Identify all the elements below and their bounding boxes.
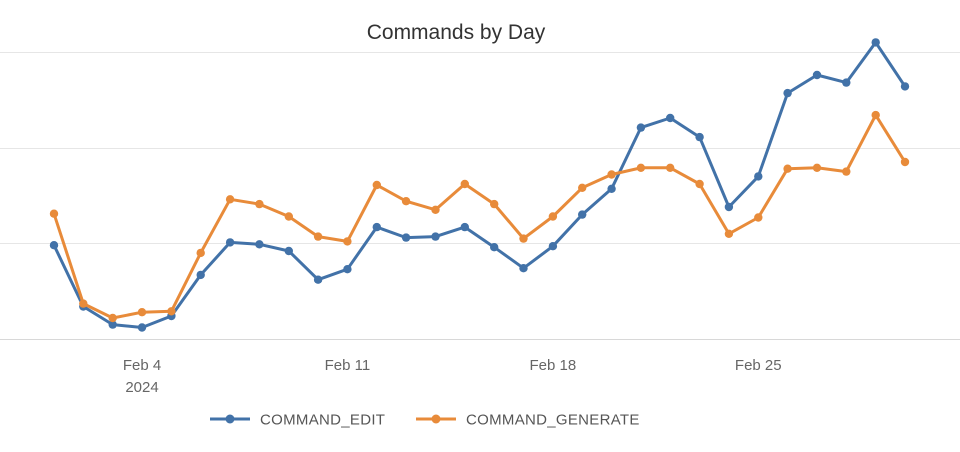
data-point-command-edit[interactable]	[196, 270, 205, 280]
series-group	[49, 38, 910, 332]
data-point-command-generate[interactable]	[636, 163, 646, 172]
data-point-command-generate[interactable]	[871, 110, 880, 120]
series-line-command-generate	[52, 113, 907, 320]
data-point-command-generate[interactable]	[196, 248, 205, 258]
data-point-command-generate[interactable]	[900, 157, 910, 167]
data-point-command-edit[interactable]	[812, 70, 822, 80]
legend-item-command-edit[interactable]: COMMAND_EDIT	[210, 412, 385, 429]
legend-label-command-generate: COMMAND_GENERATE	[466, 412, 640, 429]
series-line-command-edit	[52, 40, 907, 329]
data-point-command-generate[interactable]	[548, 212, 558, 221]
legend-marker-command-generate	[431, 414, 441, 424]
data-point-command-edit[interactable]	[636, 123, 646, 132]
x-tick-label: Feb 11	[325, 357, 371, 374]
series-command-generate	[49, 110, 910, 323]
data-point-command-generate[interactable]	[401, 197, 411, 206]
data-point-command-edit[interactable]	[431, 232, 440, 241]
data-point-command-generate[interactable]	[431, 205, 440, 214]
data-point-command-edit[interactable]	[313, 275, 323, 284]
data-point-command-edit[interactable]	[666, 113, 675, 123]
data-point-command-generate[interactable]	[108, 313, 117, 323]
data-point-command-edit[interactable]	[343, 265, 352, 274]
data-point-command-generate[interactable]	[754, 213, 763, 222]
data-point-command-edit[interactable]	[548, 242, 558, 251]
data-point-command-generate[interactable]	[783, 164, 792, 173]
data-point-command-edit[interactable]	[783, 88, 792, 98]
data-point-command-edit[interactable]	[519, 264, 528, 273]
data-point-command-generate[interactable]	[343, 237, 352, 246]
data-point-command-edit[interactable]	[900, 82, 910, 91]
data-point-command-edit[interactable]	[871, 38, 880, 47]
legend[interactable]: COMMAND_EDIT COMMAND_GENERATE	[210, 412, 640, 429]
data-point-command-generate[interactable]	[49, 209, 59, 218]
x-axis: Feb 4 2024 Feb 11 Feb 18 Feb 25	[123, 357, 782, 396]
data-point-command-generate[interactable]	[460, 179, 469, 189]
legend-label-command-edit: COMMAND_EDIT	[260, 412, 385, 429]
data-point-command-generate[interactable]	[79, 299, 88, 308]
data-point-command-generate[interactable]	[695, 179, 704, 189]
data-point-command-edit[interactable]	[255, 240, 264, 249]
data-point-command-generate[interactable]	[313, 232, 323, 241]
data-point-command-edit[interactable]	[607, 184, 616, 193]
chart-title: Commands by Day	[367, 21, 546, 44]
data-point-command-generate[interactable]	[490, 199, 499, 209]
data-point-command-edit[interactable]	[842, 78, 851, 87]
data-point-command-edit[interactable]	[372, 222, 381, 232]
data-point-command-edit[interactable]	[754, 172, 763, 181]
data-point-command-generate[interactable]	[842, 167, 851, 176]
data-point-command-edit[interactable]	[490, 243, 499, 252]
data-point-command-edit[interactable]	[578, 210, 587, 219]
legend-item-command-generate[interactable]: COMMAND_GENERATE	[416, 412, 640, 429]
data-point-command-edit[interactable]	[284, 246, 293, 256]
data-point-command-generate[interactable]	[578, 183, 587, 192]
data-point-command-edit[interactable]	[137, 323, 147, 332]
data-point-command-generate[interactable]	[607, 170, 616, 179]
gridlines	[0, 52, 960, 340]
data-point-command-edit[interactable]	[225, 238, 235, 247]
series-command-edit	[49, 38, 910, 332]
data-point-command-edit[interactable]	[695, 132, 704, 142]
data-point-command-edit[interactable]	[401, 233, 411, 242]
data-point-command-generate[interactable]	[137, 308, 147, 317]
x-tick-label: Feb 25	[735, 357, 782, 374]
data-point-command-edit[interactable]	[460, 222, 469, 232]
x-tick-label: Feb 18	[530, 357, 577, 374]
data-point-command-generate[interactable]	[255, 199, 264, 209]
data-point-command-generate[interactable]	[724, 229, 734, 238]
data-point-command-generate[interactable]	[284, 212, 293, 221]
data-point-command-generate[interactable]	[372, 180, 381, 190]
data-point-command-edit[interactable]	[49, 241, 59, 250]
data-point-command-generate[interactable]	[666, 163, 675, 172]
data-point-command-generate[interactable]	[167, 307, 176, 316]
data-point-command-edit[interactable]	[108, 320, 117, 329]
data-point-command-generate[interactable]	[812, 163, 822, 172]
legend-marker-command-edit	[225, 414, 235, 424]
x-tick-label: Feb 4	[123, 357, 161, 374]
x-tick-sublabel: 2024	[125, 379, 158, 396]
data-point-command-generate[interactable]	[225, 195, 235, 204]
data-point-command-generate[interactable]	[519, 234, 528, 243]
data-point-command-edit[interactable]	[724, 202, 734, 212]
